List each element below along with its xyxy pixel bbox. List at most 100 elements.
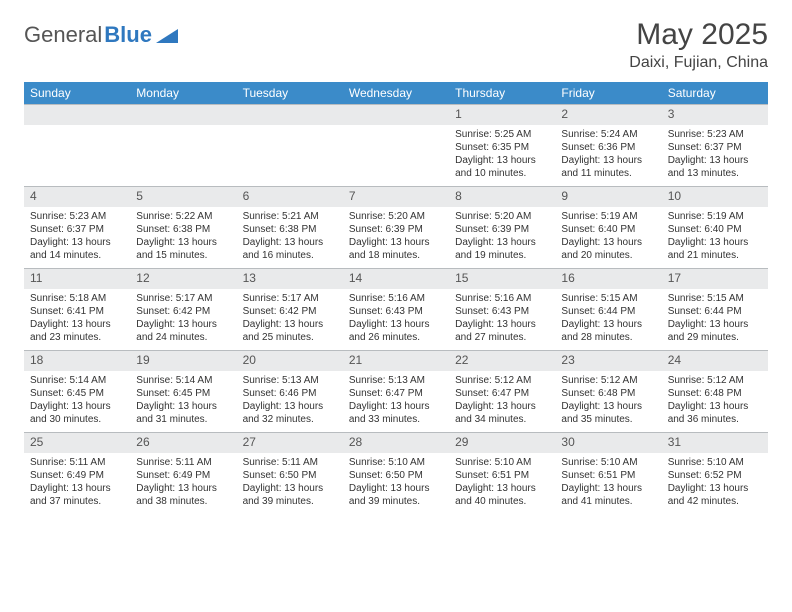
sunrise-line: Sunrise: 5:17 AM — [136, 292, 230, 305]
brand-part1: General — [24, 22, 102, 48]
sunset-line: Sunset: 6:48 PM — [668, 387, 762, 400]
daylight-line: Daylight: 13 hours and 36 minutes. — [668, 400, 762, 426]
brand-logo: GeneralBlue — [24, 18, 178, 48]
daylight-line: Daylight: 13 hours and 24 minutes. — [136, 318, 230, 344]
day-content-cell: Sunrise: 5:20 AMSunset: 6:39 PMDaylight:… — [449, 207, 555, 269]
day-content-cell: Sunrise: 5:16 AMSunset: 6:43 PMDaylight:… — [343, 289, 449, 351]
sunrise-line: Sunrise: 5:15 AM — [561, 292, 655, 305]
sunrise-line: Sunrise: 5:16 AM — [349, 292, 443, 305]
sunset-line: Sunset: 6:40 PM — [561, 223, 655, 236]
day-content-cell: Sunrise: 5:14 AMSunset: 6:45 PMDaylight:… — [24, 371, 130, 433]
sunrise-line: Sunrise: 5:13 AM — [349, 374, 443, 387]
day-number-cell: 18 — [24, 351, 130, 371]
sunset-line: Sunset: 6:42 PM — [243, 305, 337, 318]
sunset-line: Sunset: 6:38 PM — [243, 223, 337, 236]
day-content-cell: Sunrise: 5:25 AMSunset: 6:35 PMDaylight:… — [449, 125, 555, 187]
daylight-line: Daylight: 13 hours and 13 minutes. — [668, 154, 762, 180]
daylight-line: Daylight: 13 hours and 30 minutes. — [30, 400, 124, 426]
day-content-cell: Sunrise: 5:11 AMSunset: 6:49 PMDaylight:… — [24, 453, 130, 515]
daylight-line: Daylight: 13 hours and 20 minutes. — [561, 236, 655, 262]
day-content-cell: Sunrise: 5:13 AMSunset: 6:46 PMDaylight:… — [237, 371, 343, 433]
daylight-line: Daylight: 13 hours and 37 minutes. — [30, 482, 124, 508]
day-content-row: Sunrise: 5:18 AMSunset: 6:41 PMDaylight:… — [24, 289, 768, 351]
sunset-line: Sunset: 6:43 PM — [455, 305, 549, 318]
day-content-cell: Sunrise: 5:12 AMSunset: 6:48 PMDaylight:… — [662, 371, 768, 433]
weekday-header: Sunday — [24, 82, 130, 105]
day-number-cell — [130, 105, 236, 125]
day-number-cell: 24 — [662, 351, 768, 371]
day-number-cell: 13 — [237, 269, 343, 289]
day-number-row: 25262728293031 — [24, 433, 768, 453]
day-number-cell: 29 — [449, 433, 555, 453]
sunset-line: Sunset: 6:48 PM — [561, 387, 655, 400]
day-content-cell: Sunrise: 5:19 AMSunset: 6:40 PMDaylight:… — [662, 207, 768, 269]
weekday-header-row: SundayMondayTuesdayWednesdayThursdayFrid… — [24, 82, 768, 105]
day-content-cell: Sunrise: 5:16 AMSunset: 6:43 PMDaylight:… — [449, 289, 555, 351]
brand-part2: Blue — [104, 22, 152, 48]
sunset-line: Sunset: 6:49 PM — [30, 469, 124, 482]
daylight-line: Daylight: 13 hours and 34 minutes. — [455, 400, 549, 426]
day-content-cell: Sunrise: 5:20 AMSunset: 6:39 PMDaylight:… — [343, 207, 449, 269]
sunrise-line: Sunrise: 5:12 AM — [561, 374, 655, 387]
day-number-cell: 4 — [24, 187, 130, 207]
day-number-cell: 3 — [662, 105, 768, 125]
sunset-line: Sunset: 6:46 PM — [243, 387, 337, 400]
daylight-line: Daylight: 13 hours and 29 minutes. — [668, 318, 762, 344]
sunrise-line: Sunrise: 5:19 AM — [561, 210, 655, 223]
daylight-line: Daylight: 13 hours and 28 minutes. — [561, 318, 655, 344]
day-content-cell: Sunrise: 5:22 AMSunset: 6:38 PMDaylight:… — [130, 207, 236, 269]
sunset-line: Sunset: 6:45 PM — [30, 387, 124, 400]
day-number-cell: 25 — [24, 433, 130, 453]
sunset-line: Sunset: 6:41 PM — [30, 305, 124, 318]
day-content-cell: Sunrise: 5:23 AMSunset: 6:37 PMDaylight:… — [662, 125, 768, 187]
day-number-cell: 5 — [130, 187, 236, 207]
sunset-line: Sunset: 6:49 PM — [136, 469, 230, 482]
day-content-cell — [343, 125, 449, 187]
day-content-cell: Sunrise: 5:10 AMSunset: 6:51 PMDaylight:… — [555, 453, 661, 515]
day-content-cell: Sunrise: 5:12 AMSunset: 6:48 PMDaylight:… — [555, 371, 661, 433]
daylight-line: Daylight: 13 hours and 39 minutes. — [349, 482, 443, 508]
daylight-line: Daylight: 13 hours and 32 minutes. — [243, 400, 337, 426]
day-number-cell: 27 — [237, 433, 343, 453]
sunrise-line: Sunrise: 5:17 AM — [243, 292, 337, 305]
day-number-cell: 2 — [555, 105, 661, 125]
day-content-cell: Sunrise: 5:11 AMSunset: 6:50 PMDaylight:… — [237, 453, 343, 515]
sunset-line: Sunset: 6:39 PM — [349, 223, 443, 236]
sunrise-line: Sunrise: 5:14 AM — [136, 374, 230, 387]
day-content-cell: Sunrise: 5:10 AMSunset: 6:50 PMDaylight:… — [343, 453, 449, 515]
sunrise-line: Sunrise: 5:10 AM — [349, 456, 443, 469]
brand-triangle-icon — [156, 27, 178, 43]
daylight-line: Daylight: 13 hours and 40 minutes. — [455, 482, 549, 508]
day-number-cell: 28 — [343, 433, 449, 453]
day-number-cell: 23 — [555, 351, 661, 371]
page-header: GeneralBlue May 2025 Daixi, Fujian, Chin… — [24, 18, 768, 72]
location: Daixi, Fujian, China — [629, 54, 768, 72]
day-number-cell: 12 — [130, 269, 236, 289]
day-content-cell: Sunrise: 5:14 AMSunset: 6:45 PMDaylight:… — [130, 371, 236, 433]
day-number-row: 45678910 — [24, 187, 768, 207]
day-number-cell: 10 — [662, 187, 768, 207]
sunrise-line: Sunrise: 5:15 AM — [668, 292, 762, 305]
daylight-line: Daylight: 13 hours and 23 minutes. — [30, 318, 124, 344]
sunset-line: Sunset: 6:51 PM — [561, 469, 655, 482]
day-content-cell: Sunrise: 5:10 AMSunset: 6:52 PMDaylight:… — [662, 453, 768, 515]
month-year: May 2025 — [629, 18, 768, 52]
sunrise-line: Sunrise: 5:20 AM — [455, 210, 549, 223]
day-content-cell: Sunrise: 5:15 AMSunset: 6:44 PMDaylight:… — [662, 289, 768, 351]
day-number-cell: 30 — [555, 433, 661, 453]
sunrise-line: Sunrise: 5:11 AM — [30, 456, 124, 469]
sunrise-line: Sunrise: 5:22 AM — [136, 210, 230, 223]
day-number-cell: 20 — [237, 351, 343, 371]
daylight-line: Daylight: 13 hours and 15 minutes. — [136, 236, 230, 262]
day-content-cell: Sunrise: 5:18 AMSunset: 6:41 PMDaylight:… — [24, 289, 130, 351]
day-content-cell: Sunrise: 5:24 AMSunset: 6:36 PMDaylight:… — [555, 125, 661, 187]
daylight-line: Daylight: 13 hours and 16 minutes. — [243, 236, 337, 262]
daylight-line: Daylight: 13 hours and 35 minutes. — [561, 400, 655, 426]
day-number-cell: 11 — [24, 269, 130, 289]
weekday-header: Monday — [130, 82, 236, 105]
weekday-header: Saturday — [662, 82, 768, 105]
daylight-line: Daylight: 13 hours and 41 minutes. — [561, 482, 655, 508]
daylight-line: Daylight: 13 hours and 25 minutes. — [243, 318, 337, 344]
sunrise-line: Sunrise: 5:25 AM — [455, 128, 549, 141]
day-number-cell: 26 — [130, 433, 236, 453]
